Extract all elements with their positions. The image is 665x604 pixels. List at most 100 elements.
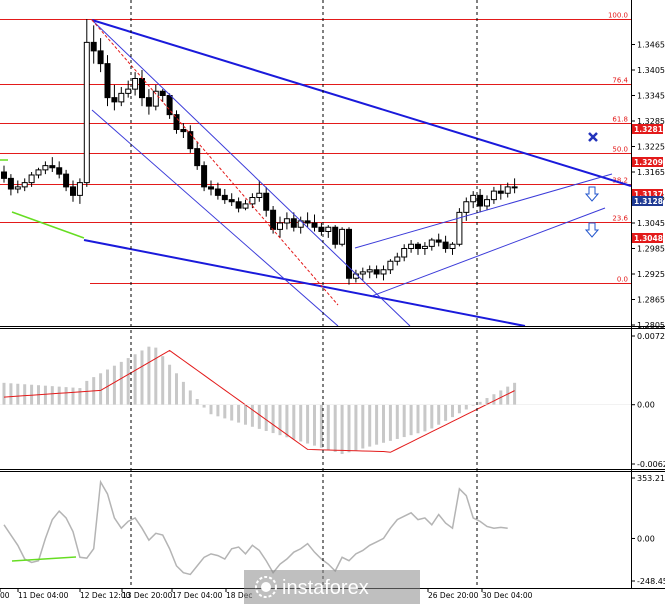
candle-body xyxy=(118,92,125,103)
channel-upper-thick xyxy=(91,19,632,187)
macd-histogram-bar xyxy=(257,404,261,429)
price-label-box xyxy=(632,157,663,167)
macd-histogram-bar xyxy=(451,404,454,418)
macd-histogram-bar xyxy=(347,404,351,453)
time-axis-label: 00 xyxy=(0,591,10,600)
macd-histogram-bar xyxy=(133,354,137,405)
price-axis-label: 1.2985 xyxy=(637,245,665,254)
candle-body xyxy=(104,63,111,99)
macd-histogram-bar xyxy=(264,404,268,431)
price-label-box xyxy=(632,233,663,243)
price-label-text: 1.3048 xyxy=(634,234,663,243)
candle-body xyxy=(346,228,352,279)
macd-histogram-bar xyxy=(161,356,165,405)
candle-body xyxy=(421,245,428,249)
price-label-text: 1.3209 xyxy=(634,158,663,167)
price-axis-label: 1.3285 xyxy=(637,117,665,126)
candle-body xyxy=(435,239,442,243)
macd-histogram-bar xyxy=(299,404,303,442)
time-axis-label: 18 Dec xyxy=(226,591,252,600)
macd-histogram-bar xyxy=(209,404,213,415)
candle-body xyxy=(90,41,97,52)
macd-histogram-bar xyxy=(71,387,75,405)
macd-histogram-bar xyxy=(409,404,413,436)
candle-body xyxy=(442,241,449,249)
candle-body xyxy=(14,186,21,190)
macd-histogram-bar xyxy=(168,364,172,405)
macd-histogram-bar xyxy=(112,365,116,405)
candle-body xyxy=(111,97,118,103)
macd-histogram-bar xyxy=(388,404,392,441)
candle-body xyxy=(401,248,408,258)
macd-histogram-bar xyxy=(285,404,289,438)
macd-histogram-bar xyxy=(23,384,27,405)
candle-body xyxy=(484,199,490,207)
channel-lower-thick xyxy=(83,239,526,327)
cci-axis-label: -248.4529 xyxy=(637,577,665,586)
macd-histogram-bar xyxy=(43,385,47,405)
candle-body xyxy=(249,197,256,205)
macd-histogram-bar xyxy=(506,386,510,405)
candle-body xyxy=(159,90,166,96)
candle-body xyxy=(263,192,270,211)
candle-body xyxy=(235,201,242,209)
macd-histogram-bar xyxy=(402,404,406,438)
macd-histogram-bar xyxy=(354,404,358,451)
watermark-background xyxy=(244,570,420,604)
candle-body xyxy=(63,173,70,188)
price-label-text: 1.3137 xyxy=(634,190,663,199)
price-axis-label: 1.2925 xyxy=(637,270,665,279)
macd-histogram-bar xyxy=(195,399,199,405)
macd-histogram-bar xyxy=(85,380,89,405)
candle-body xyxy=(332,226,339,245)
candle-body xyxy=(366,269,373,273)
fib-level-label: 50.0 xyxy=(612,146,628,154)
candle-body xyxy=(511,186,518,189)
candle-body xyxy=(373,269,380,275)
logo-dot xyxy=(261,582,271,592)
candle-body xyxy=(339,228,346,245)
candle-body xyxy=(428,239,435,247)
hollow-down-arrow-icon xyxy=(584,222,600,238)
macd-pane[interactable] xyxy=(0,346,631,455)
macd-histogram-bar xyxy=(57,386,61,405)
candle-body xyxy=(449,243,456,249)
price-pane[interactable]: 100.0 76.4 61.8 50.0 38.2 23.6 0.0 xyxy=(0,12,632,327)
candle-body xyxy=(35,169,42,176)
cci-axis-label: 0.00 xyxy=(637,534,655,543)
candle-body xyxy=(70,186,76,196)
candle-body xyxy=(173,114,180,130)
candle-body xyxy=(166,95,173,116)
macd-histogram-bar xyxy=(464,404,468,410)
candle-body xyxy=(277,222,283,230)
price-axis-label: 1.2865 xyxy=(637,296,665,305)
macd-histogram-bar xyxy=(333,404,337,452)
macd-histogram-bar xyxy=(175,373,178,405)
time-axis-label: 30 Dec 04:00 xyxy=(482,591,533,600)
macd-histogram-bar xyxy=(271,404,275,434)
ascending-channel-lower xyxy=(371,207,606,297)
price-label-box xyxy=(632,196,663,206)
cci-pane[interactable] xyxy=(3,479,508,576)
candle-body xyxy=(290,218,297,228)
price-label-text: 1.3128 xyxy=(634,197,663,206)
candle-body xyxy=(97,50,104,65)
cci-axis-label: 353.2193 xyxy=(637,474,665,483)
macd-histogram-bar xyxy=(319,404,323,448)
fib-level-label: 61.8 xyxy=(612,116,628,124)
fib-level-label: 76.4 xyxy=(612,77,628,85)
time-axis-label: 17 Dec 04:00 xyxy=(172,591,223,600)
candle-body xyxy=(56,167,63,175)
macd-histogram-bar xyxy=(154,347,158,405)
macd-histogram-bar xyxy=(64,387,68,405)
candle-body xyxy=(208,186,214,190)
macd-histogram-bar xyxy=(423,404,427,432)
time-axis-label: 13 Dec 20:00 xyxy=(122,591,173,600)
macd-histogram-bar xyxy=(395,404,399,439)
price-axis-label: 1.3465 xyxy=(637,41,665,50)
fib-level-label: 23.6 xyxy=(612,215,628,223)
candle-body xyxy=(394,256,401,262)
candle-body xyxy=(7,177,14,190)
candle-body xyxy=(477,194,484,207)
